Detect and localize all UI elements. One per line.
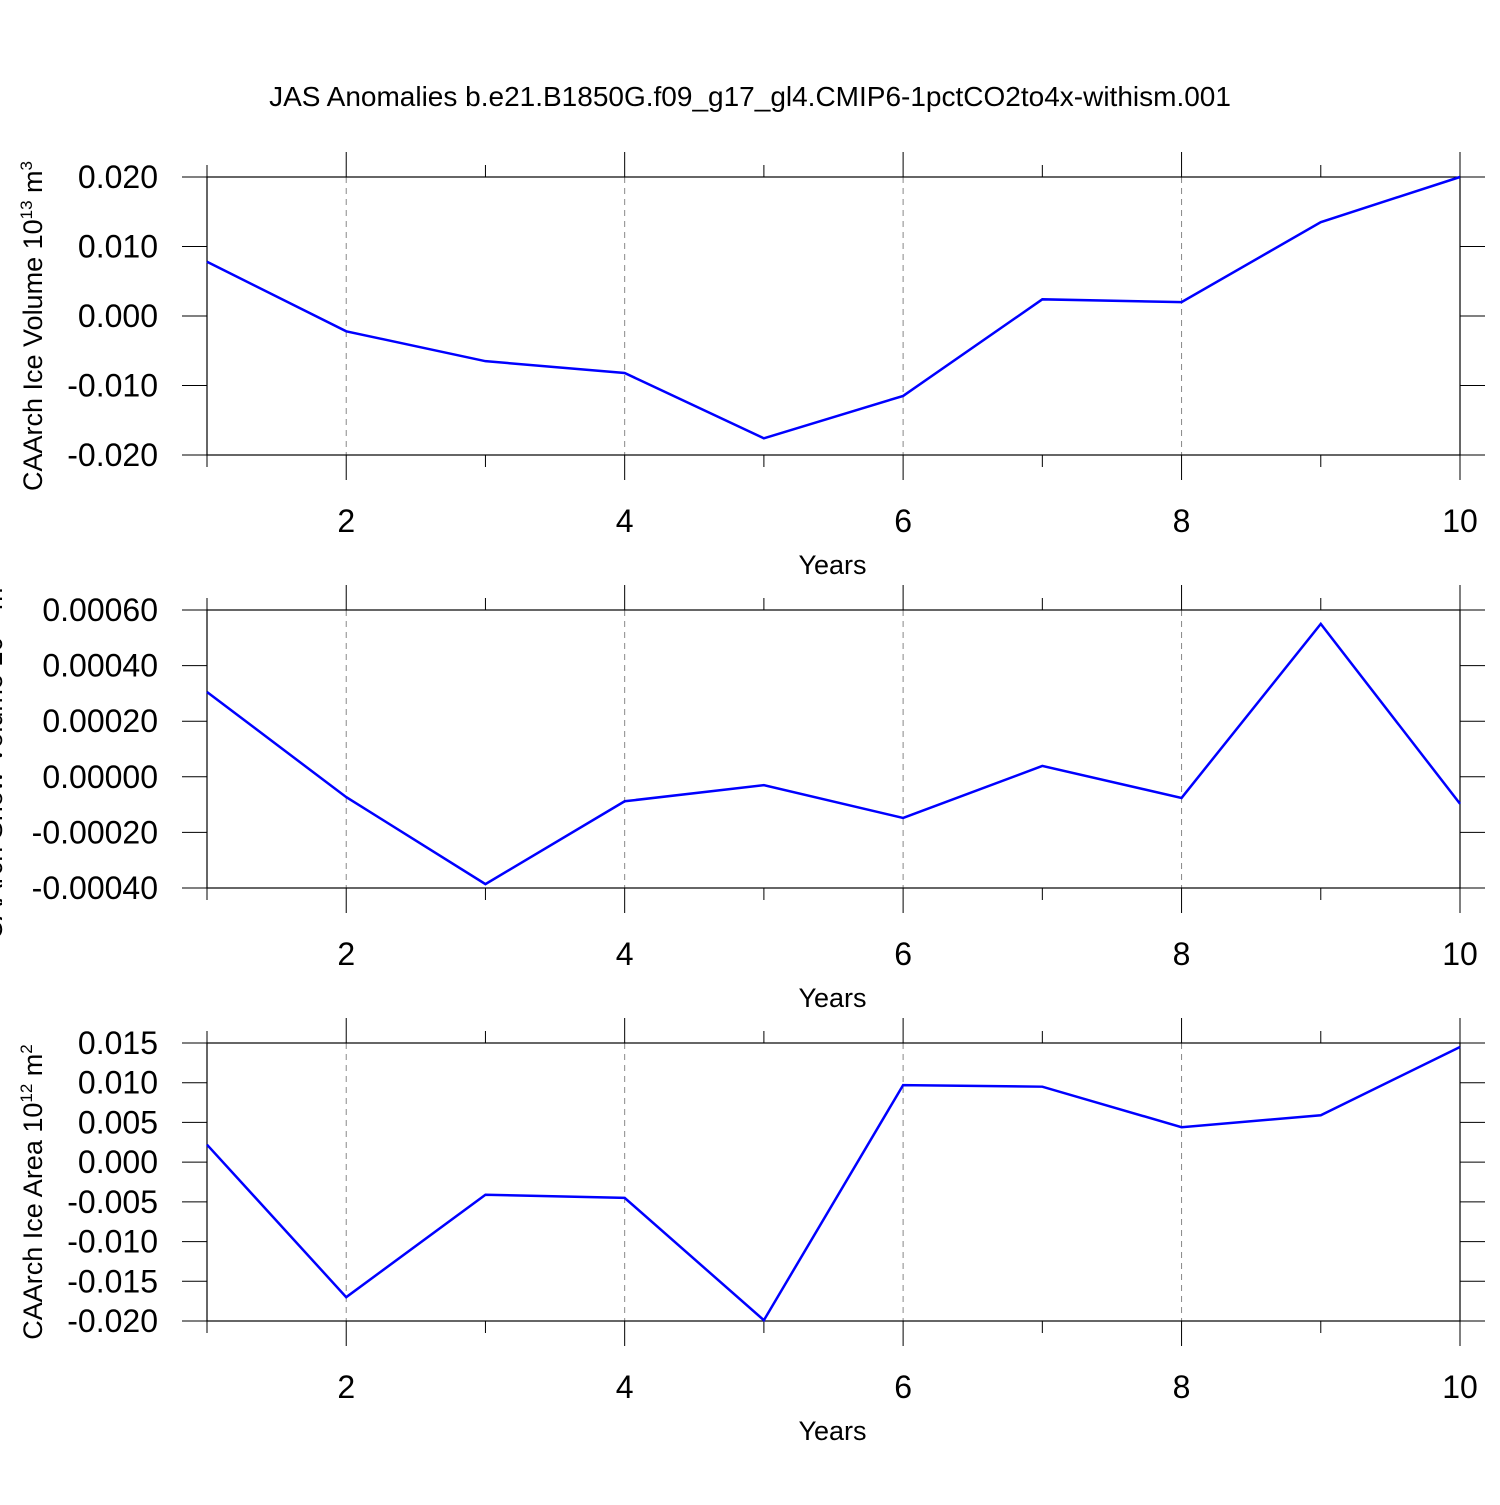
y-tick-label: -0.00020 bbox=[32, 814, 158, 850]
y-axis-label: CAArch Snow Volume 1013 m3 bbox=[0, 578, 8, 940]
data-line bbox=[206, 621, 1461, 886]
x-axis-label: Years bbox=[798, 983, 866, 1013]
x-tick-label: 2 bbox=[337, 936, 355, 972]
y-tick-label: 0.00060 bbox=[42, 592, 158, 628]
x-tick-label: 2 bbox=[337, 1369, 355, 1405]
y-tick-label: -0.020 bbox=[67, 1303, 158, 1339]
x-tick-label: 10 bbox=[1442, 503, 1478, 539]
y-axis-label: CAArch Ice Volume 1013 m3 bbox=[17, 161, 48, 491]
y-axis-label-sup: 3 bbox=[17, 161, 36, 170]
y-axis-label-part: CAArch Ice Volume 10 bbox=[18, 219, 48, 491]
x-tick-label: 8 bbox=[1173, 503, 1191, 539]
y-tick-label: -0.005 bbox=[67, 1184, 158, 1220]
y-tick-label: -0.010 bbox=[67, 368, 158, 404]
x-tick-label: 4 bbox=[616, 503, 634, 539]
y-axis-label-part: CAArch Ice Area 10 bbox=[18, 1103, 48, 1340]
x-tick-label: 10 bbox=[1442, 936, 1478, 972]
y-tick-label: 0.00040 bbox=[42, 648, 158, 684]
x-axis-label: Years bbox=[798, 550, 866, 580]
data-line bbox=[206, 175, 1461, 440]
y-tick-label: 0.005 bbox=[78, 1104, 158, 1140]
x-tick-label: 10 bbox=[1442, 1369, 1478, 1405]
plot-frame bbox=[206, 609, 1461, 889]
x-tick-label: 2 bbox=[337, 503, 355, 539]
x-tick-label: 4 bbox=[616, 936, 634, 972]
plot-frame bbox=[206, 1042, 1461, 1322]
x-tick-label: 8 bbox=[1173, 936, 1191, 972]
y-tick-label: -0.015 bbox=[67, 1263, 158, 1299]
y-axis-label: CAArch Ice Area 1012 m2 bbox=[17, 1044, 48, 1340]
y-tick-label: -0.010 bbox=[67, 1224, 158, 1260]
y-tick-label: 0.010 bbox=[78, 1065, 158, 1101]
y-tick-label: 0.020 bbox=[78, 159, 158, 195]
y-axis-label-part: m bbox=[0, 588, 8, 618]
y-tick-label: 0.010 bbox=[78, 229, 158, 265]
y-axis-label-sup: 2 bbox=[17, 1044, 36, 1053]
y-tick-label: -0.00040 bbox=[32, 870, 158, 906]
x-axis-label: Years bbox=[798, 1416, 866, 1446]
y-tick-label: -0.020 bbox=[67, 437, 158, 473]
plot-frame bbox=[206, 176, 1461, 456]
y-axis-label-part: m bbox=[18, 170, 48, 200]
y-axis-label-part: m bbox=[18, 1054, 48, 1084]
chart-title: JAS Anomalies b.e21.B1850G.f09_g17_gl4.C… bbox=[269, 81, 1231, 112]
y-tick-label: 0.000 bbox=[78, 298, 158, 334]
y-axis-label-sup: 12 bbox=[17, 1084, 36, 1103]
x-tick-label: 6 bbox=[894, 1369, 912, 1405]
y-axis-label-part: CAArch Snow Volume 10 bbox=[0, 637, 8, 940]
y-tick-label: 0.00000 bbox=[42, 759, 158, 795]
data-line bbox=[206, 1045, 1461, 1323]
x-tick-label: 6 bbox=[894, 936, 912, 972]
y-tick-label: 0.00020 bbox=[42, 703, 158, 739]
x-tick-label: 6 bbox=[894, 503, 912, 539]
x-tick-label: 8 bbox=[1173, 1369, 1191, 1405]
y-tick-label: 0.015 bbox=[78, 1025, 158, 1061]
y-tick-label: 0.000 bbox=[78, 1144, 158, 1180]
y-axis-label-sup: 13 bbox=[17, 200, 36, 219]
x-tick-label: 4 bbox=[616, 1369, 634, 1405]
